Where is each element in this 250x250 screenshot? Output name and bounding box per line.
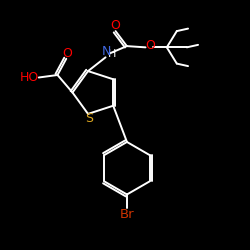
Text: N: N [102,45,112,58]
Text: HO: HO [20,71,39,84]
Text: O: O [146,39,156,52]
Text: O: O [110,19,120,32]
Text: S: S [85,112,93,125]
Text: O: O [62,47,72,60]
Text: Br: Br [120,208,134,221]
Text: H: H [108,49,117,59]
